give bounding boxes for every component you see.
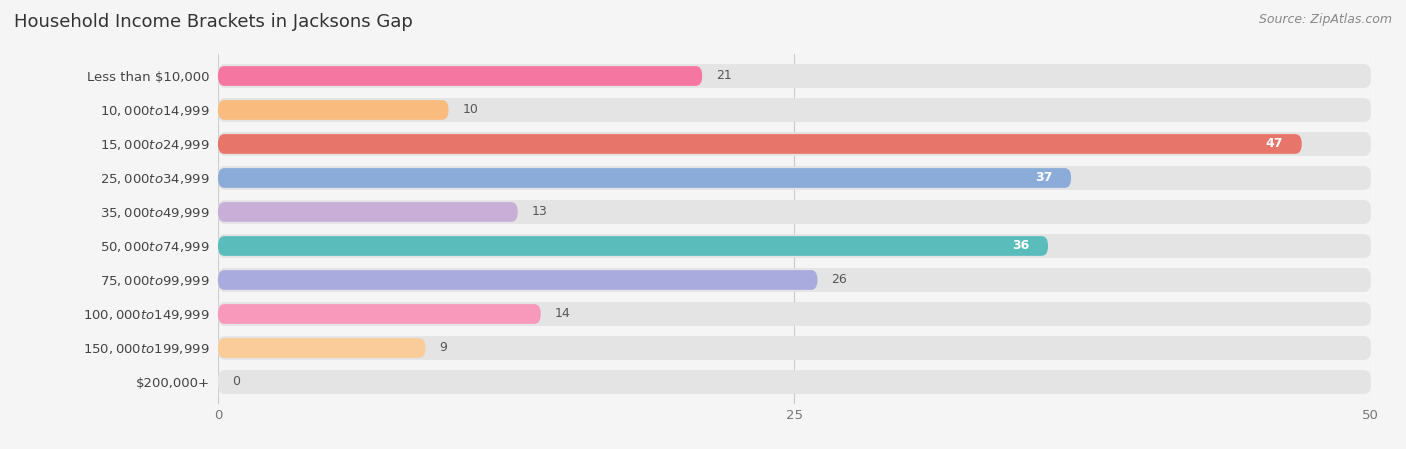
Text: Source: ZipAtlas.com: Source: ZipAtlas.com — [1258, 13, 1392, 26]
FancyBboxPatch shape — [218, 100, 449, 120]
FancyBboxPatch shape — [218, 302, 1371, 326]
Text: 37: 37 — [1035, 172, 1053, 185]
FancyBboxPatch shape — [218, 98, 1371, 122]
Text: 14: 14 — [554, 308, 571, 321]
FancyBboxPatch shape — [218, 336, 1371, 360]
FancyBboxPatch shape — [218, 234, 1371, 258]
Text: 0: 0 — [232, 375, 240, 388]
FancyBboxPatch shape — [218, 66, 702, 86]
Text: Household Income Brackets in Jacksons Gap: Household Income Brackets in Jacksons Ga… — [14, 13, 413, 31]
Text: 10: 10 — [463, 103, 478, 116]
Text: 9: 9 — [439, 342, 447, 355]
FancyBboxPatch shape — [218, 168, 1071, 188]
FancyBboxPatch shape — [218, 370, 1371, 394]
FancyBboxPatch shape — [218, 268, 1371, 292]
FancyBboxPatch shape — [218, 134, 1302, 154]
Text: 36: 36 — [1012, 239, 1029, 252]
FancyBboxPatch shape — [218, 166, 1371, 190]
FancyBboxPatch shape — [218, 236, 1047, 256]
FancyBboxPatch shape — [218, 270, 817, 290]
FancyBboxPatch shape — [218, 64, 1371, 88]
FancyBboxPatch shape — [218, 132, 1371, 156]
Text: 26: 26 — [831, 273, 846, 286]
Text: 47: 47 — [1265, 137, 1284, 150]
FancyBboxPatch shape — [218, 338, 426, 358]
FancyBboxPatch shape — [218, 304, 541, 324]
FancyBboxPatch shape — [218, 200, 1371, 224]
Text: 13: 13 — [531, 206, 547, 219]
Text: 21: 21 — [716, 70, 731, 83]
FancyBboxPatch shape — [218, 202, 517, 222]
